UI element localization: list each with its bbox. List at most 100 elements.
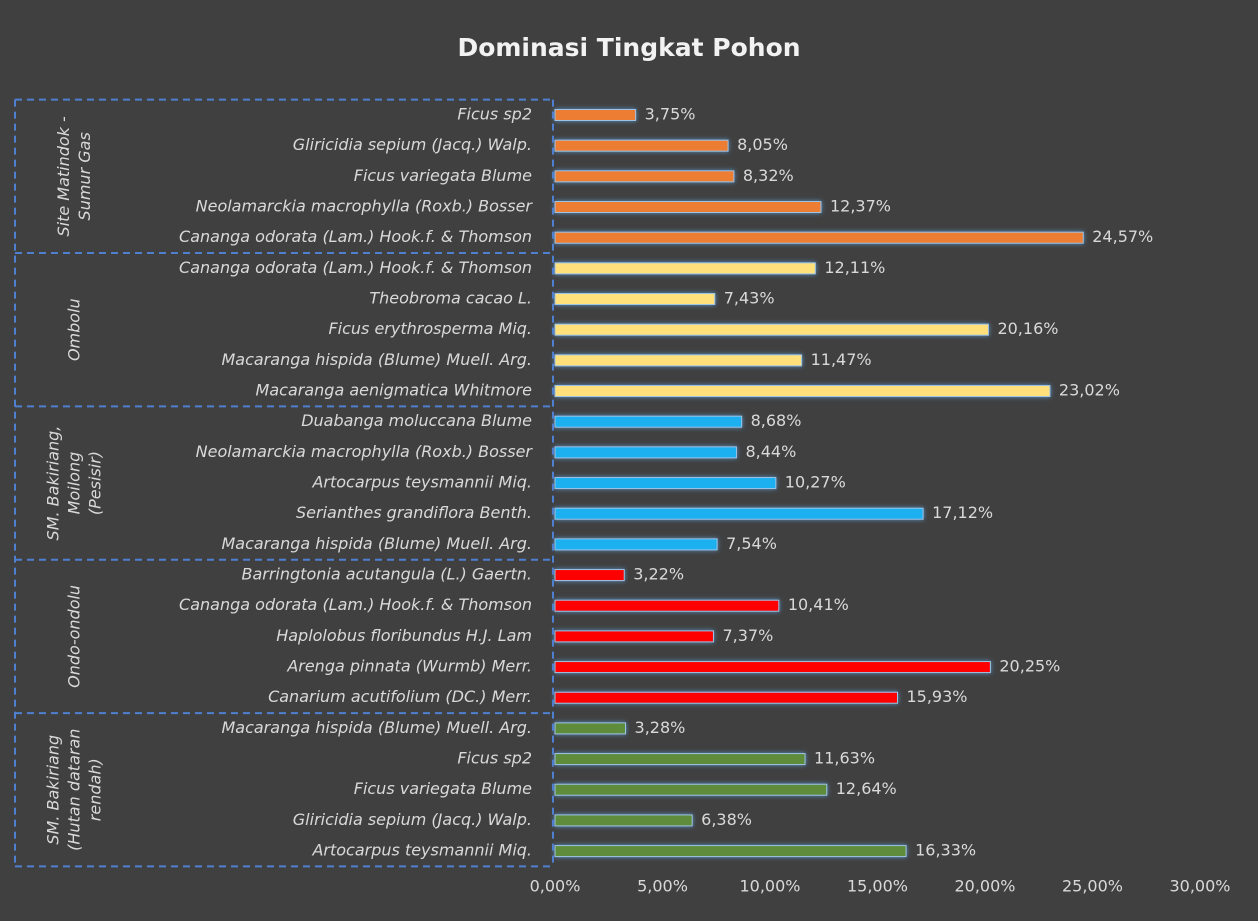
data-label: 10,41% bbox=[788, 595, 849, 614]
x-tick-label: 15,00% bbox=[847, 877, 908, 896]
bar bbox=[554, 507, 924, 520]
x-tick-label: 30,00% bbox=[1169, 877, 1230, 896]
data-label: 20,25% bbox=[999, 657, 1060, 676]
data-label: 3,75% bbox=[645, 105, 696, 124]
data-label: 7,43% bbox=[724, 289, 775, 308]
bar bbox=[554, 415, 743, 428]
data-label: 24,57% bbox=[1092, 227, 1153, 246]
group-label: SM. Bakiriang, Moilong (Pesisir) bbox=[44, 426, 105, 541]
data-label: 11,63% bbox=[814, 749, 875, 768]
bar bbox=[554, 231, 1084, 244]
chart-title: Dominasi Tingkat Pohon bbox=[457, 33, 800, 62]
category-label: Ficus sp2 bbox=[457, 105, 532, 124]
category-label: Arenga pinnata (Wurmb) Merr. bbox=[286, 657, 532, 676]
data-label: 8,44% bbox=[745, 442, 796, 461]
category-label: Artocarpus teysmannii Miq. bbox=[311, 473, 532, 492]
group-label-line: Ondo-ondolu bbox=[65, 585, 84, 688]
category-label: Artocarpus teysmannii Miq. bbox=[311, 841, 532, 860]
x-tick-label: 20,00% bbox=[954, 877, 1015, 896]
bar bbox=[554, 599, 780, 612]
category-label: Macaranga aenigmatica Whitmore bbox=[256, 381, 533, 400]
category-label: Canarium acutifolium (DC.) Merr. bbox=[268, 687, 532, 706]
category-label: Cananga odorata (Lam.) Hook.f. & Thomson bbox=[179, 227, 532, 246]
group-label-line: Moilong bbox=[65, 452, 84, 515]
category-label: Ficus variegata Blume bbox=[354, 166, 532, 185]
data-label: 12,64% bbox=[836, 779, 897, 798]
bar bbox=[554, 109, 637, 121]
category-label: Neolamarckia macrophylla (Roxb.) Bosser bbox=[196, 442, 534, 461]
bar bbox=[554, 722, 627, 735]
group-label-line: (Pesisir) bbox=[86, 451, 105, 515]
category-label: Cananga odorata (Lam.) Hook.f. & Thomson bbox=[179, 595, 532, 614]
group-label-line: (Hutan dataran bbox=[65, 729, 84, 851]
category-label: Serianthes grandiflora Benth. bbox=[296, 503, 532, 522]
group-label: Site Matindok - Sumur Gas bbox=[54, 116, 94, 237]
bar bbox=[554, 753, 806, 766]
bar bbox=[554, 354, 803, 367]
group-label-line: Sumur Gas bbox=[75, 132, 94, 220]
bar bbox=[554, 293, 716, 306]
data-label: 3,28% bbox=[635, 718, 686, 737]
bar bbox=[554, 783, 828, 796]
category-label: Ficus variegata Blume bbox=[354, 779, 532, 798]
data-label: 12,37% bbox=[830, 197, 891, 216]
data-label: 11,47% bbox=[811, 350, 872, 369]
category-label: Theobroma cacao L. bbox=[369, 289, 532, 308]
bar bbox=[554, 569, 625, 582]
bar bbox=[554, 630, 714, 643]
category-label: Duabanga moluccana Blume bbox=[301, 411, 532, 430]
group-label: Ondo-ondolu bbox=[65, 585, 84, 688]
category-label: Ficus erythrosperma Miq. bbox=[328, 319, 532, 338]
category-label: Gliricidia sepium (Jacq.) Walp. bbox=[293, 135, 532, 154]
category-label: Ficus sp2 bbox=[457, 749, 532, 768]
bar bbox=[554, 262, 816, 275]
category-label: Cananga odorata (Lam.) Hook.f. & Thomson bbox=[179, 258, 532, 277]
data-label: 8,05% bbox=[737, 135, 788, 154]
data-label: 3,22% bbox=[633, 565, 684, 584]
category-label: Neolamarckia macrophylla (Roxb.) Bosser bbox=[196, 197, 534, 216]
data-label: 12,11% bbox=[824, 258, 885, 277]
data-label: 8,32% bbox=[743, 166, 794, 185]
data-label: 7,37% bbox=[722, 626, 773, 645]
x-tick-label: 0,00% bbox=[530, 877, 581, 896]
group-label: SM. Bakiriang (Hutan dataran rendah) bbox=[44, 729, 105, 851]
data-label: 8,68% bbox=[751, 411, 802, 430]
bar bbox=[554, 538, 718, 551]
data-label: 16,33% bbox=[915, 841, 976, 860]
category-label: Macaranga hispida (Blume) Muell. Arg. bbox=[221, 718, 532, 737]
category-label: Gliricidia sepium (Jacq.) Walp. bbox=[293, 810, 532, 829]
bar bbox=[554, 323, 989, 336]
category-label: Barringtonia acutangula (L.) Gaertn. bbox=[241, 565, 532, 584]
x-tick-label: 5,00% bbox=[637, 877, 688, 896]
data-label: 23,02% bbox=[1059, 381, 1120, 400]
group-label-line: SM. Bakiriang, bbox=[44, 426, 63, 541]
bar bbox=[554, 446, 737, 459]
data-label: 20,16% bbox=[997, 319, 1058, 338]
bar bbox=[554, 691, 898, 704]
data-label: 17,12% bbox=[932, 503, 993, 522]
data-label: 10,27% bbox=[785, 473, 846, 492]
category-label: Macaranga hispida (Blume) Muell. Arg. bbox=[221, 534, 532, 553]
group-label-line: SM. Bakiriang bbox=[44, 735, 63, 845]
group-label-line: rendah) bbox=[86, 758, 105, 821]
bar bbox=[554, 845, 907, 858]
bar bbox=[554, 661, 991, 674]
x-tick-label: 25,00% bbox=[1062, 877, 1123, 896]
bar bbox=[554, 170, 735, 183]
group-label-line: Site Matindok - bbox=[54, 116, 73, 237]
bar bbox=[554, 201, 822, 214]
category-label: Macaranga hispida (Blume) Muell. Arg. bbox=[221, 350, 532, 369]
bar bbox=[554, 477, 777, 490]
group-label: Ombolu bbox=[65, 298, 84, 361]
data-label: 6,38% bbox=[701, 810, 752, 829]
x-tick-label: 10,00% bbox=[739, 877, 800, 896]
bar bbox=[554, 139, 729, 152]
category-label: Haplolobus floribundus H.J. Lam bbox=[276, 626, 532, 645]
group-label-line: Ombolu bbox=[65, 298, 84, 361]
data-label: 7,54% bbox=[726, 534, 777, 553]
data-label: 15,93% bbox=[906, 687, 967, 706]
bar bbox=[554, 814, 693, 827]
bar bbox=[554, 385, 1051, 398]
